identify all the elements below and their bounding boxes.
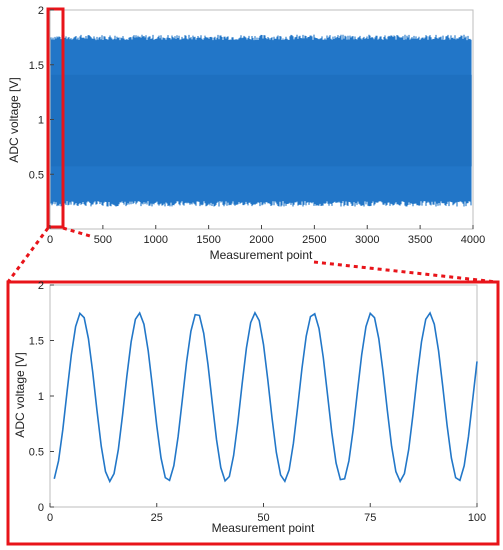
zoom-chart: 0 25 50 75 100 0 0.5 1 1.5 2 Measurement point A… — [6, 280, 500, 546]
zoom-x-axis-label: Measurement point — [212, 521, 315, 535]
zoom-highlight-rect — [46, 7, 65, 229]
overview-signal-band — [50, 34, 472, 207]
zoom-outer-frame — [6, 280, 500, 546]
overview-y-axis-label: ADC voltage [V] — [7, 77, 21, 162]
zoom-connector-right — [313, 260, 498, 284]
overview-signal-density-band — [51, 74, 472, 167]
overview-x-tick-label: 500 — [94, 234, 112, 246]
overview-x-tick-label: 4000 — [461, 234, 485, 246]
zoom-x-tick-label: 0 — [47, 512, 53, 524]
overview-y-tick-label: 0.5 — [29, 169, 44, 181]
zoom-y-tick-label: 0 — [38, 502, 44, 514]
zoom-connector-left — [6, 227, 50, 283]
overview-x-tick-label: 3500 — [408, 234, 432, 246]
overview-x-tick-label: 1000 — [144, 234, 168, 246]
zoom-x-tick-label: 75 — [364, 512, 376, 524]
zoom-y-axis-label: ADC voltage [V] — [13, 352, 27, 437]
overview-x-tick-label: 2500 — [302, 234, 326, 246]
overview-x-tick-label: 3000 — [355, 234, 379, 246]
overview-y-tick-label: 1.5 — [29, 60, 44, 72]
zoom-x-tick-label: 50 — [257, 512, 269, 524]
overview-x-tick-label: 1500 — [196, 234, 220, 246]
zoom-x-tick-label: 100 — [468, 512, 486, 524]
zoom-y-tick-label: 1 — [38, 391, 44, 403]
overview-x-axis-label: Measurement point — [210, 248, 313, 262]
zoom-y-tick-label: 1.5 — [29, 336, 44, 348]
overview-x-tick-label: 2000 — [249, 234, 273, 246]
zoom-y-tick-label: 2 — [38, 280, 44, 292]
overview-x-tick-label: 0 — [47, 234, 53, 246]
overview-y-tick-label: 2 — [38, 5, 44, 17]
zoom-x-tick-label: 25 — [151, 512, 163, 524]
overview-y-tick-label: 1 — [38, 115, 44, 127]
zoom-y-tick-label: 0.5 — [29, 447, 44, 459]
overview-chart: 0 500 1000 1500 2000 2500 3000 3500 4000 0.5 1 1.5… — [7, 5, 485, 262]
zoom-signal-line — [53, 310, 478, 484]
zoom-signal — [53, 310, 478, 484]
